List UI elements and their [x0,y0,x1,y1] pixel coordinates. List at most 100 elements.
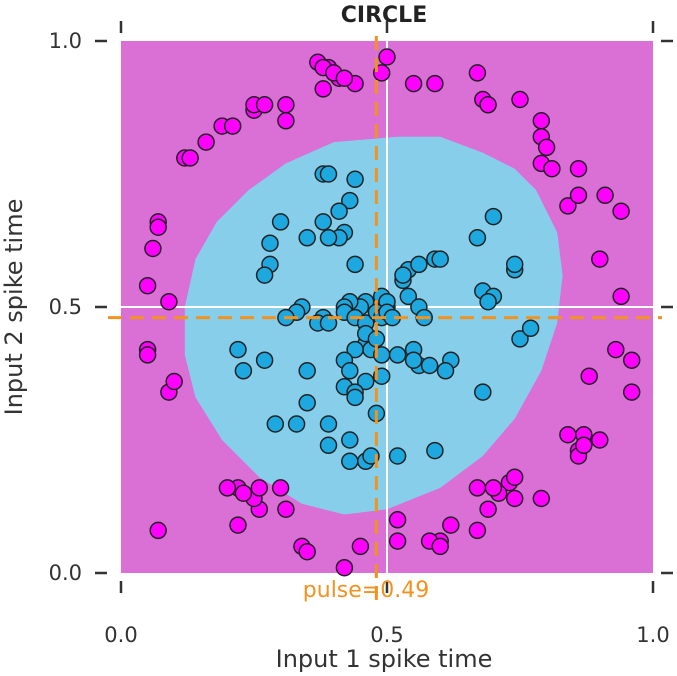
scatter-point [341,362,359,380]
scatter-point [160,292,178,311]
scatter-point [426,74,444,93]
scatter-point [404,74,423,93]
x-tick-label: 0.0 [104,623,137,647]
scatter-point [298,229,316,247]
scatter-point [378,48,396,66]
scatter-point [298,362,316,380]
scatter-point [314,80,332,98]
scatter-point [181,149,199,167]
x-tick-label: 0.5 [370,623,403,647]
scatter-point [436,362,455,380]
scatter-point [591,431,609,449]
y-tick-label: 0.0 [49,561,82,585]
scatter-point [255,351,274,369]
scatter-point [266,415,285,433]
scatter-point [319,436,338,455]
scatter-point [559,197,577,215]
scatter-point [426,441,444,460]
scatter-point [569,159,588,178]
y-tick-label: 1.0 [49,29,82,53]
pulse-label: pulse=0.49 [303,578,429,603]
scatter-point [505,468,524,486]
axis-ticks [95,21,673,593]
scatter-point [255,266,274,284]
scatter-point [335,558,354,577]
scatter-point [277,112,295,130]
scatter-point [537,138,556,157]
scatter-point [474,383,492,401]
scatter-point [394,266,412,284]
scatter-point [223,117,242,135]
y-tick-label: 0.5 [49,295,82,319]
scatter-point [612,202,630,220]
scatter-point [149,218,167,236]
scatter-point [607,340,625,359]
scatter-point [580,367,598,385]
scatter-point [319,415,338,433]
chart-title: CIRCLE [341,3,427,28]
scatter-point [543,159,561,178]
scatter-point [149,521,167,540]
scatter-point [612,287,630,306]
scatter-point [479,96,497,114]
scatter-point [399,287,418,306]
scatter-point [431,537,449,556]
scatter-point [442,516,460,534]
scatter-point [298,542,316,561]
scatter-point [622,351,641,369]
scatter-point [532,489,551,508]
scatter-point [314,213,332,231]
scatter-point [351,537,370,556]
scatter-point [250,479,269,497]
scatter-point [388,346,407,364]
scatter-point [234,362,253,380]
scatter-points [138,48,641,577]
scatter-point [404,351,423,369]
scatter-point [511,90,529,109]
scatter-point [479,292,497,311]
scatter-point [277,500,295,518]
scatter-point [388,447,407,465]
scatter-point [559,425,577,444]
scatter-point [319,229,338,247]
scatter-point [575,436,593,455]
y-axis-label: Input 2 spike time [0,199,28,416]
scatter-point [484,207,503,226]
scatter-point [468,64,487,82]
scatter-point [138,346,157,364]
scatter-point [505,255,524,274]
scatter-point [229,340,247,359]
scatter-point [596,186,614,205]
scatter-point [468,521,487,540]
scatter-point [468,229,487,247]
scatter-point [330,202,348,220]
scatter-point [255,96,274,114]
scatter-point [346,340,364,359]
scatter-point [420,356,439,375]
scatter-point [521,319,540,338]
scatter-point [532,112,551,130]
scatter-point [622,383,641,401]
scatter-point [341,191,359,210]
x-tick-label: 1.0 [636,623,669,647]
scatter-point [569,186,588,205]
scatter-point [341,431,359,449]
scatter-point [165,372,183,391]
scatter-point [271,213,290,231]
scatter-point [511,330,529,348]
scatter-point [218,479,237,497]
scatter-point [505,489,524,508]
scatter-point [234,484,253,502]
scatter-point [479,500,497,518]
scatter-point [229,516,247,534]
x-axis-label: Input 1 spike time [276,645,493,673]
scatter-point [319,165,338,183]
scatter-point [298,394,316,412]
scatter-point [388,532,407,550]
scatter-point [335,69,354,87]
scatter-point [341,452,359,471]
scatter-point [138,276,157,295]
scatter-point [591,250,609,268]
scatter-point [356,372,375,391]
